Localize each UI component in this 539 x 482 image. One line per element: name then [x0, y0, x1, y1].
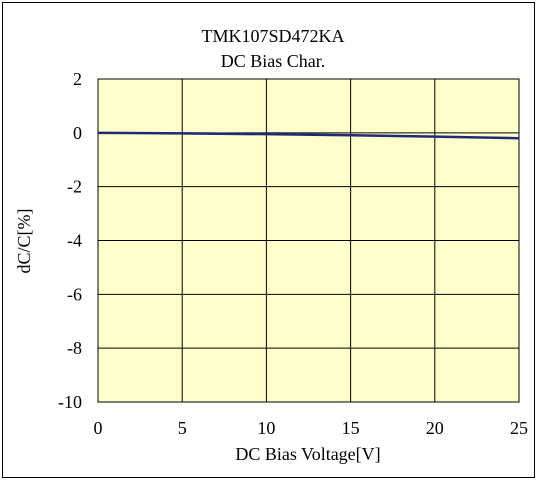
x-tick-label-2: 10	[257, 418, 275, 438]
chart-frame: TMK107SD472KA DC Bias Char. 2 0 -2 -4 -6 -8 -1…	[2, 2, 535, 478]
x-tick-label-4: 20	[426, 418, 444, 438]
y-tick-label-5: -8	[67, 338, 82, 358]
y-tick-label-3: -4	[67, 231, 82, 251]
y-tick-label-0: 2	[73, 69, 82, 89]
x-tick-label-3: 15	[342, 418, 360, 438]
y-axis-label: dC/C[%]	[14, 209, 34, 274]
x-axis-label: DC Bias Voltage[V]	[235, 444, 380, 464]
x-tick-labels: 0 5 10 15 20 25	[94, 418, 529, 438]
y-tick-labels: 2 0 -2 -4 -6 -8 -10	[58, 69, 82, 412]
dc-bias-chart: TMK107SD472KA DC Bias Char. 20-2-4-6-8-1…	[14, 26, 529, 464]
series-line-0	[97, 131, 520, 140]
series-layer	[97, 131, 520, 140]
x-tick-label-5: 25	[510, 418, 528, 438]
y-tick-label-6: -10	[58, 392, 82, 412]
y-tick-label-1: 0	[73, 123, 82, 143]
chart-subtitle: DC Bias Char.	[221, 51, 326, 71]
chart-title: TMK107SD472KA	[201, 26, 344, 46]
x-tick-label-0: 0	[94, 418, 103, 438]
y-tick-label-4: -6	[67, 284, 82, 304]
x-tick-label-1: 5	[178, 418, 187, 438]
y-tick-label-2: -2	[67, 177, 82, 197]
